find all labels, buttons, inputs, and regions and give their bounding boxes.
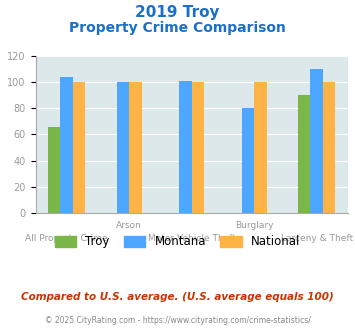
Bar: [254, 82, 267, 213]
Bar: [60, 77, 73, 213]
Text: © 2025 CityRating.com - https://www.cityrating.com/crime-statistics/: © 2025 CityRating.com - https://www.city…: [45, 316, 310, 325]
Bar: [129, 82, 142, 213]
Text: Property Crime Comparison: Property Crime Comparison: [69, 21, 286, 35]
Bar: [298, 95, 310, 213]
Bar: [179, 81, 192, 213]
Bar: [117, 82, 129, 213]
Bar: [323, 82, 335, 213]
Text: All Property Crime: All Property Crime: [26, 234, 108, 243]
Text: Motor Vehicle Theft: Motor Vehicle Theft: [148, 234, 236, 243]
Text: Larceny & Theft: Larceny & Theft: [280, 234, 353, 243]
Bar: [242, 108, 254, 213]
Bar: [48, 127, 60, 213]
Text: Compared to U.S. average. (U.S. average equals 100): Compared to U.S. average. (U.S. average …: [21, 292, 334, 302]
Text: Arson: Arson: [116, 221, 142, 230]
Legend: Troy, Montana, National: Troy, Montana, National: [50, 231, 305, 253]
Bar: [73, 82, 86, 213]
Bar: [310, 69, 323, 213]
Bar: [192, 82, 204, 213]
Text: Burglary: Burglary: [235, 221, 273, 230]
Text: 2019 Troy: 2019 Troy: [135, 5, 220, 20]
